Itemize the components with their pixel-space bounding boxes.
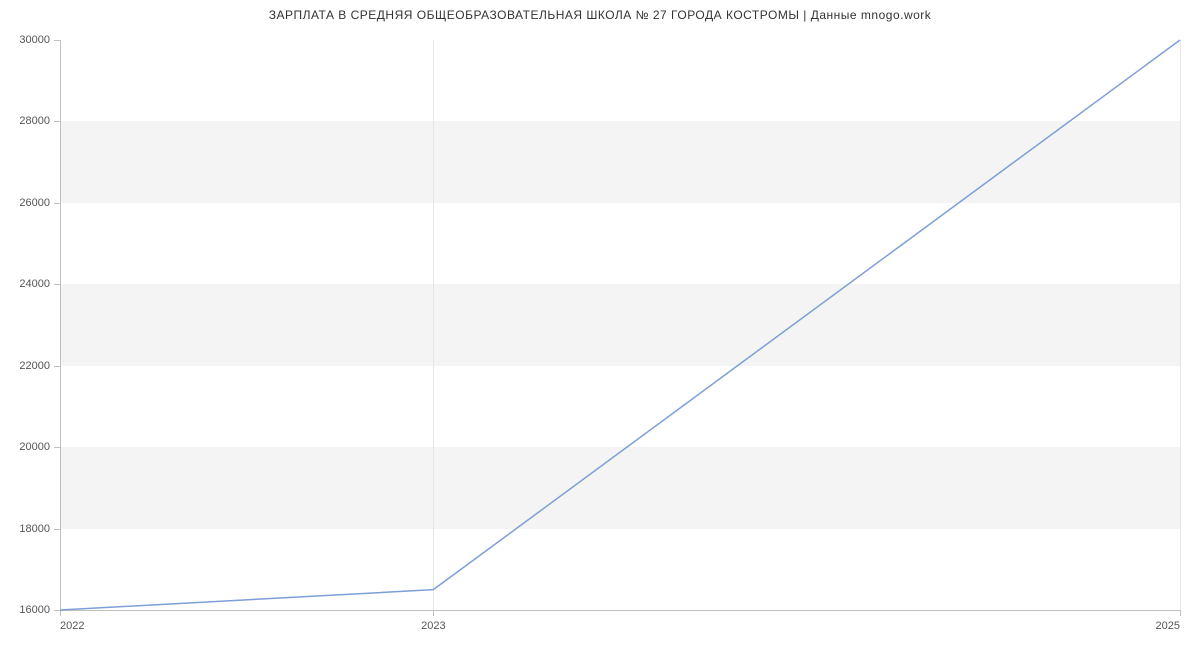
y-tick-label: 30000	[0, 34, 50, 46]
x-tick-label: 2025	[1156, 620, 1180, 632]
x-tick-mark	[60, 610, 61, 616]
x-tick-mark	[433, 610, 434, 616]
y-tick-label: 22000	[0, 360, 50, 372]
y-tick-label: 20000	[0, 441, 50, 453]
series-line-salary	[60, 40, 1180, 610]
y-tick-label: 26000	[0, 197, 50, 209]
y-tick-label: 28000	[0, 115, 50, 127]
x-tick-label: 2023	[421, 620, 445, 632]
x-tick-mark	[1180, 610, 1181, 616]
x-axis-line	[60, 610, 1180, 611]
plot-area: 1600018000200002200024000260002800030000…	[60, 40, 1180, 610]
y-tick-label: 18000	[0, 523, 50, 535]
x-gridline	[1180, 40, 1181, 610]
line-layer	[60, 40, 1180, 610]
y-tick-label: 24000	[0, 278, 50, 290]
chart-title: ЗАРПЛАТА В СРЕДНЯЯ ОБЩЕОБРАЗОВАТЕЛЬНАЯ Ш…	[0, 8, 1200, 22]
x-tick-label: 2022	[60, 620, 84, 632]
chart-container: ЗАРПЛАТА В СРЕДНЯЯ ОБЩЕОБРАЗОВАТЕЛЬНАЯ Ш…	[0, 0, 1200, 650]
y-tick-label: 16000	[0, 604, 50, 616]
